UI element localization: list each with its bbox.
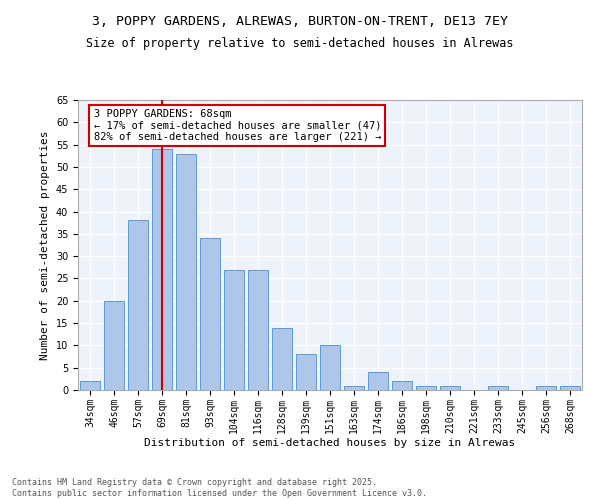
Bar	[224, 270, 244, 390]
Bar	[392, 381, 412, 390]
Bar	[344, 386, 364, 390]
Bar	[560, 386, 580, 390]
Bar	[176, 154, 196, 390]
Bar	[440, 386, 460, 390]
Text: 3 POPPY GARDENS: 68sqm
← 17% of semi-detached houses are smaller (47)
82% of sem: 3 POPPY GARDENS: 68sqm ← 17% of semi-det…	[94, 109, 381, 142]
Bar	[104, 301, 124, 390]
Bar	[368, 372, 388, 390]
Bar	[200, 238, 220, 390]
Bar	[320, 346, 340, 390]
X-axis label: Distribution of semi-detached houses by size in Alrewas: Distribution of semi-detached houses by …	[145, 438, 515, 448]
Bar	[488, 386, 508, 390]
Bar	[536, 386, 556, 390]
Text: 3, POPPY GARDENS, ALREWAS, BURTON-ON-TRENT, DE13 7EY: 3, POPPY GARDENS, ALREWAS, BURTON-ON-TRE…	[92, 15, 508, 28]
Bar	[416, 386, 436, 390]
Bar	[128, 220, 148, 390]
Bar	[248, 270, 268, 390]
Text: Contains HM Land Registry data © Crown copyright and database right 2025.
Contai: Contains HM Land Registry data © Crown c…	[12, 478, 427, 498]
Y-axis label: Number of semi-detached properties: Number of semi-detached properties	[40, 130, 50, 360]
Bar	[296, 354, 316, 390]
Bar	[152, 149, 172, 390]
Bar	[272, 328, 292, 390]
Bar	[80, 381, 100, 390]
Text: Size of property relative to semi-detached houses in Alrewas: Size of property relative to semi-detach…	[86, 38, 514, 51]
